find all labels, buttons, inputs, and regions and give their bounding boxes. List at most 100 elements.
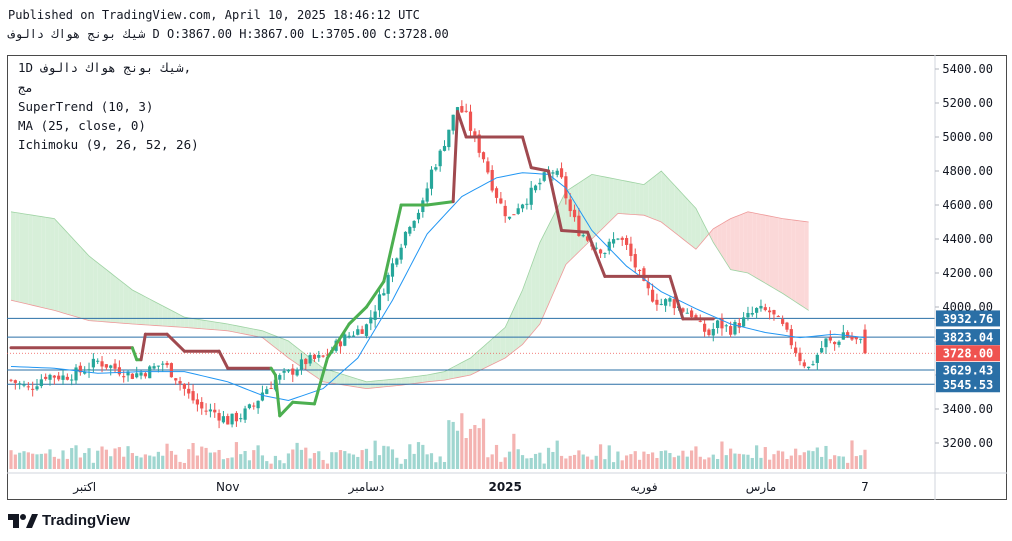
candle-down [559,168,564,178]
volume-bar [464,437,468,469]
candle-up [347,335,351,337]
volume-bar [208,452,213,469]
volume-bar [269,463,273,469]
legend-symbol[interactable]: 1D شيك بونج هواك دالوف, [18,60,192,75]
volume-bar [390,449,395,469]
legend-ma[interactable]: MA (25, close, 0) [18,118,146,133]
candle-up [87,369,91,371]
ichimoku-cloud-segment [747,211,753,276]
candle-down [698,320,702,322]
volume-bar [837,456,841,469]
candle-up [364,324,369,336]
volume-bar [104,449,108,469]
candle-up [746,312,750,318]
volume-bar [442,461,447,469]
candle-down [269,387,273,389]
ichimoku-cloud-segment [193,318,198,329]
ichimoku-cloud-segment [600,176,605,231]
ichimoku-cloud-segment [466,358,471,376]
ichimoku-cloud-segment [435,372,441,381]
volume-bar [707,457,711,469]
candle-down [52,375,56,378]
supertrend-segment [347,305,368,326]
volume-bar [676,455,681,469]
candle-down [191,391,195,401]
volume-bar [507,451,512,469]
ichimoku-cloud-segment [223,323,228,331]
volume-bar [642,451,646,469]
ichimoku-cloud-segment [275,335,280,352]
volume-bar [31,453,35,469]
candle-down [802,362,806,367]
volume-bar [585,456,590,469]
volume-bar [265,461,269,469]
ichimoku-cloud-segment [32,215,38,307]
candle-up [750,313,754,315]
candle-down [577,215,581,236]
candle-down [494,188,499,198]
price-badge-label: 3823.04 [943,331,994,345]
volume-bar [451,421,455,469]
ichimoku-cloud-segment [279,337,285,355]
ichimoku-cloud-segment [232,324,237,333]
candle-up [256,400,260,409]
ichimoku-cloud-segment [422,375,428,383]
tradingview-brand[interactable]: TradingView [8,512,130,529]
ichimoku-cloud-segment [617,179,623,214]
ichimoku-cloud-segment [665,175,670,229]
ichimoku-cloud-segment [769,216,774,289]
candle-up [208,409,213,412]
supertrend-segment [529,166,551,173]
ichimoku-cloud-segment [799,220,805,308]
x-tick-label: Nov [216,480,239,494]
ichimoku-cloud-segment [41,216,46,309]
candle-up [807,366,811,369]
legend-supertrend[interactable]: SuperTrend (10, 3) [18,99,154,114]
ichimoku-cloud-segment [28,214,33,306]
candle-down [598,249,603,254]
volume-bar [850,440,854,469]
candle-up [412,220,416,228]
ichimoku-cloud-segment [97,262,103,322]
candle-down [78,365,82,373]
volume-bar [200,446,204,469]
volume-bar [403,459,408,469]
ichimoku-cloud-segment [136,292,142,325]
volume-bar [499,461,503,469]
candle-down [187,388,191,394]
volume-bar [737,453,741,469]
volume-bar [182,462,187,469]
volume-bar [776,450,780,469]
supertrend-segment [273,373,282,418]
volume-bar [260,455,265,469]
ichimoku-cloud-segment [409,376,415,385]
volume-bar [689,450,694,469]
candle-up [386,274,390,294]
candle-down [304,358,308,365]
candlestick-chart[interactable]: 5400.00 5200.00 5000.00 4800.00 4600.00 4400.… [7,55,1007,500]
candle-up [659,303,663,305]
candle-down [165,362,169,366]
candle-up [135,373,139,378]
volume-bar [650,452,655,469]
ichimoku-cloud-segment [609,177,614,222]
ichimoku-cloud-segment [669,180,675,233]
volume-bar [807,450,811,469]
volume-bar [798,455,802,469]
candle-down [620,237,624,240]
candle-up [742,317,746,327]
candle-down [694,315,698,319]
ichimoku-cloud-segment [132,290,137,325]
candle-down [204,410,208,412]
candle-up [811,364,815,366]
candle-down [703,323,707,332]
supertrend-segment [130,346,139,362]
ichimoku-cloud-segment [431,373,436,382]
ichimoku-cloud-segment [344,375,350,386]
volume-bar [520,455,525,469]
ichimoku-cloud-segment [388,379,393,387]
legend-ichimoku[interactable]: Ichimoku (9, 26, 52, 26) [18,137,199,152]
candle-down [828,337,832,341]
ichimoku-cloud-segment [414,376,419,384]
volume-bar [785,459,789,469]
